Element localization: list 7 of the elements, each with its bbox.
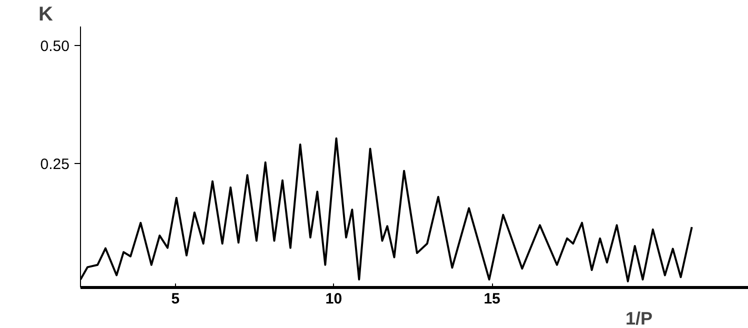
- x-axis-title: 1/P: [626, 308, 653, 328]
- x-tick-label: 15: [484, 290, 500, 308]
- y-tick-label: 0.50: [40, 38, 70, 55]
- y-axis-title: K: [38, 4, 54, 26]
- x-tick-label: 5: [171, 290, 180, 308]
- x-tick-label: 10: [325, 290, 342, 308]
- y-tick-label: 0.25: [40, 156, 70, 173]
